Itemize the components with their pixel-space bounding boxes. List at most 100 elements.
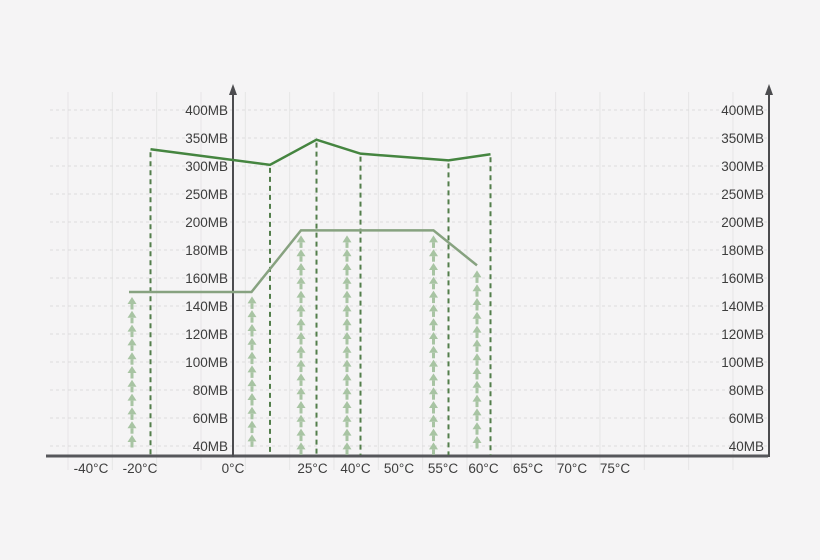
up-arrow-stem xyxy=(130,428,134,434)
up-arrow-stem xyxy=(250,427,254,434)
up-arrow-stem xyxy=(475,305,479,311)
up-arrow-icon xyxy=(296,414,306,422)
up-arrow-icon xyxy=(429,318,438,326)
up-arrow-icon xyxy=(429,235,438,243)
up-arrow-stem xyxy=(345,270,349,276)
up-arrow-icon xyxy=(472,353,482,361)
up-arrow-stem xyxy=(475,332,479,339)
arrow-column xyxy=(472,270,482,449)
up-arrow-icon xyxy=(342,332,352,339)
up-arrow-stem xyxy=(299,297,303,304)
x-tick-label: 70°C xyxy=(557,461,587,476)
up-arrow-icon xyxy=(247,365,257,373)
y-tick-label-left: 250MB xyxy=(185,187,228,202)
up-arrow-stem xyxy=(345,408,349,414)
up-arrow-icon xyxy=(296,249,306,257)
series-upper-line xyxy=(150,138,491,167)
up-arrow-stem xyxy=(345,352,349,359)
up-arrow-icon xyxy=(429,414,438,422)
up-arrow-stem xyxy=(432,283,435,290)
up-arrow-stem xyxy=(475,415,479,421)
x-tick-label: 60°C xyxy=(468,461,498,476)
up-arrow-stem xyxy=(432,366,435,373)
up-arrow-stem xyxy=(345,435,349,442)
y-tick-label-right: 40MB xyxy=(729,439,764,454)
up-arrow-icon xyxy=(127,366,137,373)
up-arrow-stem xyxy=(345,242,349,248)
x-tick-label: 0°C xyxy=(222,461,245,476)
up-arrow-stem xyxy=(432,270,435,276)
up-arrow-stem xyxy=(299,435,303,442)
up-arrow-icon xyxy=(247,351,257,359)
up-arrow-stem xyxy=(250,303,254,309)
up-arrow-icon xyxy=(429,263,438,270)
up-arrow-icon xyxy=(247,323,257,331)
up-arrow-icon xyxy=(247,406,257,414)
up-arrow-icon xyxy=(429,249,438,257)
arrow-column xyxy=(342,235,352,455)
arrow-column xyxy=(429,235,438,455)
up-arrow-stem xyxy=(432,297,435,304)
y-tick-label-left: 400MB xyxy=(185,103,228,118)
up-arrow-icon xyxy=(247,337,257,345)
up-arrow-icon xyxy=(296,345,306,353)
y-tick-label-right: 300MB xyxy=(721,159,764,174)
up-arrow-icon xyxy=(429,428,438,436)
y-tick-label-left: 100MB xyxy=(185,355,228,370)
up-arrow-icon xyxy=(127,421,137,429)
up-arrow-stem xyxy=(130,317,134,324)
up-arrow-stem xyxy=(345,311,349,317)
up-arrow-icon xyxy=(342,359,352,367)
up-arrow-stem xyxy=(345,421,349,428)
up-arrow-stem xyxy=(345,297,349,304)
axis-arrowhead-icon xyxy=(765,84,773,95)
y-tick-label-left: 160MB xyxy=(185,271,228,286)
up-arrow-icon xyxy=(342,428,352,436)
up-arrow-icon xyxy=(247,392,257,400)
up-arrow-stem xyxy=(432,325,435,331)
y-tick-label-left: 300MB xyxy=(185,159,228,174)
up-arrow-icon xyxy=(296,442,306,450)
up-arrow-stem xyxy=(432,435,435,442)
up-arrow-icon xyxy=(472,394,482,402)
up-arrow-icon xyxy=(429,290,438,298)
up-arrow-stem xyxy=(475,277,479,283)
up-arrow-stem xyxy=(432,394,435,400)
up-arrow-stem xyxy=(345,283,349,290)
up-arrow-stem xyxy=(130,359,134,365)
up-arrow-stem xyxy=(299,380,303,386)
up-arrow-stem xyxy=(250,399,254,406)
up-arrow-stem xyxy=(345,256,349,262)
up-arrow-icon xyxy=(127,297,137,304)
x-tick-label: 50°C xyxy=(384,461,414,476)
up-arrow-icon xyxy=(472,436,482,443)
up-arrow-stem xyxy=(299,449,303,455)
up-arrow-stem xyxy=(130,386,134,393)
up-arrow-icon xyxy=(342,387,352,395)
up-arrow-icon xyxy=(472,298,482,305)
up-arrow-stem xyxy=(299,325,303,331)
up-arrow-icon xyxy=(296,428,306,436)
up-arrow-stem xyxy=(130,414,134,420)
up-arrow-icon xyxy=(247,434,257,442)
y-tick-label-right: 60MB xyxy=(729,411,764,426)
up-arrow-stem xyxy=(250,317,254,323)
up-arrow-icon xyxy=(296,263,306,270)
y-tick-label-left: 80MB xyxy=(193,383,228,398)
up-arrow-icon xyxy=(296,290,306,298)
up-arrow-stem xyxy=(250,344,254,351)
up-arrow-stem xyxy=(299,256,303,262)
x-tick-label: 75°C xyxy=(600,461,630,476)
up-arrow-icon xyxy=(342,249,352,257)
y-tick-label-right: 200MB xyxy=(721,215,764,230)
y-tick-label-right: 250MB xyxy=(721,187,764,202)
up-arrow-icon xyxy=(296,304,306,312)
up-arrow-stem xyxy=(299,339,303,345)
up-arrow-stem xyxy=(130,442,134,448)
up-arrow-icon xyxy=(342,290,352,298)
up-arrow-icon xyxy=(342,401,352,408)
up-arrow-stem xyxy=(250,413,254,420)
up-arrow-icon xyxy=(247,420,257,428)
y-tick-label-right: 350MB xyxy=(721,131,764,146)
